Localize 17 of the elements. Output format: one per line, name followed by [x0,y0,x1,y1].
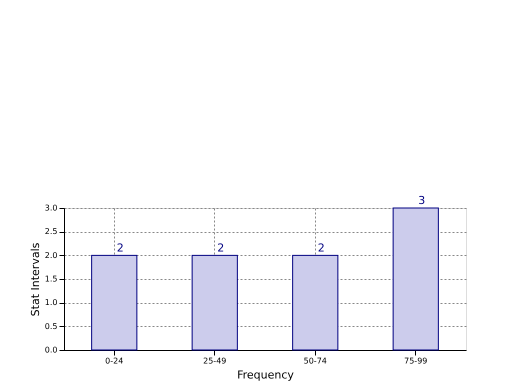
y-tick-label: 0.0 [44,346,58,354]
y-axis-title: Stat Intervals [28,242,42,316]
data-label: 3 [418,194,426,207]
y-tick-label: 1.0 [44,298,58,308]
y-tick-label: 2.0 [44,250,58,260]
y-tick-label: 3.0 [44,204,58,212]
x-axis-title: Frequency [237,368,294,382]
x-tick-label: 0-24 [105,356,124,366]
data-label: 2 [217,241,224,254]
x-tick-label: 75-99 [404,356,428,366]
y-tick-label: 1.5 [44,274,58,284]
x-tick-label: 50-74 [304,356,327,366]
data-label: 2 [318,241,325,254]
y-tick-label: 2.5 [44,227,58,236]
x-tick-label: 25-49 [203,356,226,366]
y-tick-label: 0.5 [44,322,58,331]
data-label: 2 [116,241,124,254]
